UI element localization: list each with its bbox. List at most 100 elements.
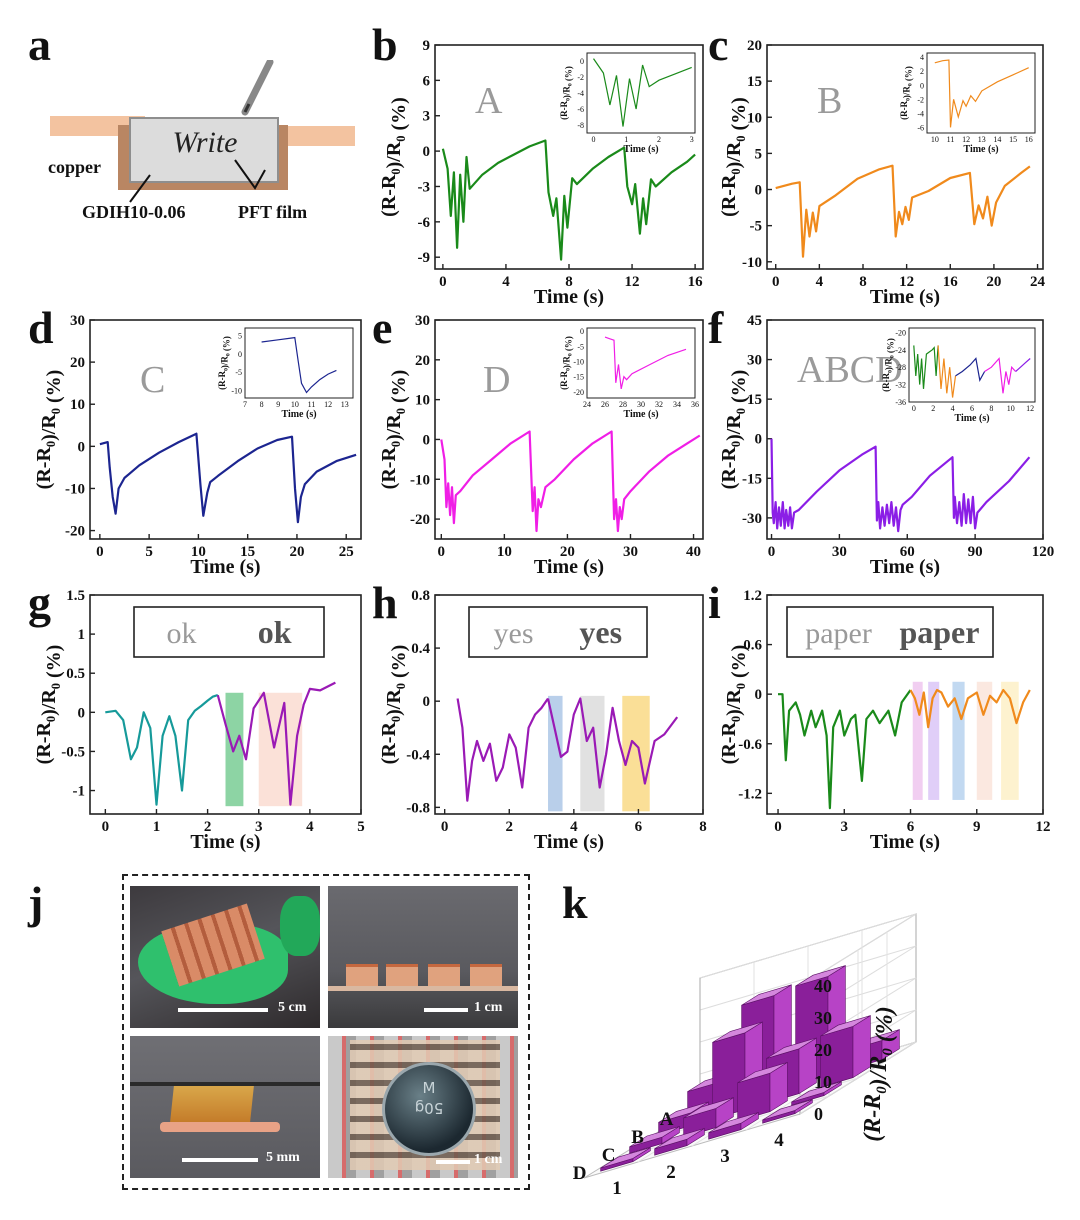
panel-label-i: i (708, 577, 721, 628)
handwriting-box (468, 606, 648, 658)
inset-x-tick-label: 26 (601, 400, 609, 409)
pointer-film (234, 159, 266, 190)
x-axis-label: Time (s) (534, 831, 604, 853)
z-tick-label: 10 (814, 1072, 832, 1092)
x-tick-label: 40 (686, 544, 701, 560)
plot-frame (89, 594, 362, 815)
x-axis-label: Time (s) (190, 831, 260, 853)
x-tick-label: 25 (339, 544, 354, 560)
bar-B2-top (712, 1021, 763, 1043)
chart-d: -20 -10 0 10 20 30 0 5 10 15 20 25 Time (s) (R-R0)/R0… (33, 313, 362, 578)
inset-x-axis-label: Time (s) (281, 409, 316, 420)
handwriting-text: ABCD (797, 349, 903, 391)
inset-y-tick-label: -32 (895, 381, 906, 390)
y-tick-label: -5 (750, 219, 763, 235)
x-tick-label: 0 (102, 819, 110, 835)
inset-x-tick-label: 15 (1009, 135, 1017, 144)
plot-frame (766, 594, 1044, 815)
plot-frame (434, 319, 704, 540)
y-tick-label: 0 (755, 687, 763, 703)
inset-x-tick-label: 11 (947, 135, 955, 144)
sensor-unit-icon (470, 964, 502, 989)
panel-label-b: b (372, 19, 398, 70)
x-tick-label: 0 (439, 274, 447, 290)
bar-C3-top (737, 1062, 788, 1084)
x-tick-label: 30 (623, 544, 638, 560)
bar-D3-top (708, 1112, 759, 1134)
x-tick-label: 10 (497, 544, 512, 560)
inset-y-tick-label: 0 (238, 350, 242, 359)
series-line-0 (456, 697, 549, 802)
chart-e: -20 -10 0 10 20 30 0 10 20 30 40 Time (s) (R-R0)/R0 … (378, 313, 704, 578)
inset-x-tick-label: 12 (1026, 404, 1034, 413)
glass-edge (130, 1082, 320, 1086)
x-tick-label: 0 (772, 274, 780, 290)
pen-icon (241, 60, 274, 116)
inset-x-tick-label: 11 (308, 400, 316, 409)
series-line-0 (105, 694, 219, 806)
handwriting-text: C (140, 359, 165, 401)
inset-x-tick-label: 3 (690, 135, 694, 144)
x-tick-label: 4 (816, 274, 824, 290)
row-label: A (660, 1109, 674, 1130)
inset-y-tick-label: 0 (580, 327, 584, 336)
inset-y-tick-label: -36 (895, 398, 906, 407)
scale-label: 5 cm (278, 1000, 307, 1015)
x-tick-label: 6 (635, 819, 643, 835)
x-axis-label: Time (s) (870, 286, 940, 308)
scale-label: 1 cm (474, 1152, 503, 1167)
x-tick-label: 4 (570, 819, 578, 835)
handwriting-text-thick: ok (258, 614, 292, 650)
y-tick-label: 0 (423, 144, 431, 160)
bar-B4-top (820, 1015, 871, 1037)
y-tick-label: 20 (70, 355, 85, 371)
schematic-electrode-label: GDIH10-0.06 (82, 202, 186, 222)
x-tick-label: 10 (191, 544, 206, 560)
y-tick-label: -0.5 (61, 744, 85, 760)
z-tick-label: 0 (814, 1104, 823, 1124)
x-axis-label: Time (s) (534, 286, 604, 308)
row-label: D (573, 1163, 587, 1184)
y-tick-label: 6 (423, 73, 431, 89)
col-label: 1 (612, 1178, 622, 1199)
row-label: B (631, 1127, 644, 1148)
series-line-0 (775, 164, 1031, 258)
x-tick-label: 0 (441, 819, 449, 835)
x-tick-label: 20 (289, 544, 304, 560)
x-tick-label: 6 (907, 819, 915, 835)
y-tick-label: 30 (747, 353, 762, 369)
series-line-0 (99, 432, 357, 524)
bar-D2-top (654, 1128, 705, 1150)
photo-sensor-row: 1 cm (328, 886, 518, 1028)
inset-frame (586, 52, 696, 134)
plot-frame (89, 319, 362, 540)
panel-label-k: k (562, 877, 588, 928)
highlight-band-1 (928, 681, 940, 800)
inset-x-tick-label: 13 (978, 135, 986, 144)
panel-label-f: f (708, 302, 724, 353)
series-line-1 (216, 681, 336, 806)
y-tick-label: -20 (410, 512, 430, 528)
inset-x-tick-label: 0 (912, 404, 916, 413)
series-line-0 (770, 438, 1031, 533)
scale-label: 5 mm (266, 1150, 300, 1165)
handwriting-text: A (475, 80, 503, 122)
inset-y-tick-label: 2 (920, 67, 924, 76)
inset-y-tick-label: -2 (917, 95, 924, 104)
handwriting-text-thin: ok (167, 617, 197, 650)
x-axis-label: Time (s) (534, 556, 604, 578)
y-tick-label: 0 (423, 432, 431, 448)
bar-D4-top (762, 1099, 813, 1121)
chart-h: -0.8 -0.4 0 0.4 0.8 0 2 4 6 8 Time (s) (R-R0)/R0 (%… (378, 588, 707, 853)
inset-x-tick-label: 2 (657, 135, 661, 144)
photo-glove: 5 cm (130, 886, 320, 1028)
y-tick-label: 1.5 (66, 588, 85, 604)
inset-y-axis-label: (R-R0)/R0 (%) (559, 336, 574, 390)
y-axis-label: (R-R0)/R0 (%) (378, 370, 410, 490)
row-label: C (602, 1145, 616, 1166)
handwriting-text: B (817, 80, 842, 122)
inset-y-axis-label: (R-R0)/R0 (%) (899, 66, 914, 120)
bar-A3-top (795, 965, 846, 987)
y-tick-label: -20 (65, 524, 85, 540)
series-line-0 (440, 430, 701, 533)
